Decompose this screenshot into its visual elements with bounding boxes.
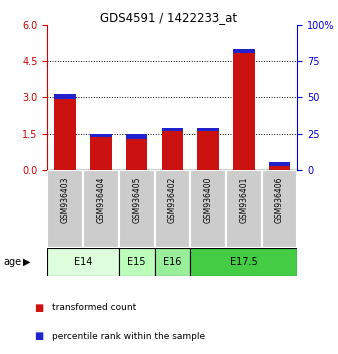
- Bar: [126, 133, 147, 139]
- Text: E14: E14: [74, 257, 92, 267]
- Text: GSM936404: GSM936404: [96, 176, 105, 223]
- Text: GSM936401: GSM936401: [239, 176, 248, 223]
- Text: GSM936405: GSM936405: [132, 176, 141, 223]
- Bar: [162, 128, 183, 131]
- Text: E17.5: E17.5: [230, 257, 258, 267]
- Text: ■: ■: [34, 331, 43, 341]
- Bar: [119, 248, 154, 276]
- Text: ■: ■: [34, 303, 43, 313]
- Bar: [233, 53, 255, 170]
- Text: ▶: ▶: [23, 257, 30, 267]
- Text: GSM936400: GSM936400: [203, 176, 213, 223]
- Bar: [162, 131, 183, 170]
- Bar: [190, 248, 297, 276]
- Text: transformed count: transformed count: [52, 303, 137, 313]
- Text: age: age: [3, 257, 22, 267]
- Text: GSM936402: GSM936402: [168, 176, 177, 223]
- Text: GSM936406: GSM936406: [275, 176, 284, 223]
- Bar: [90, 137, 112, 170]
- Text: GSM936403: GSM936403: [61, 176, 70, 223]
- Bar: [54, 98, 76, 170]
- Bar: [262, 170, 297, 248]
- Bar: [154, 170, 190, 248]
- Bar: [233, 49, 255, 53]
- Bar: [54, 94, 76, 98]
- Bar: [269, 166, 290, 170]
- Bar: [226, 170, 262, 248]
- Bar: [154, 248, 190, 276]
- Bar: [83, 170, 119, 248]
- Bar: [47, 170, 83, 248]
- Text: GDS4591 / 1422233_at: GDS4591 / 1422233_at: [100, 11, 238, 24]
- Bar: [90, 135, 112, 137]
- Text: E15: E15: [127, 257, 146, 267]
- Bar: [119, 170, 154, 248]
- Text: percentile rank within the sample: percentile rank within the sample: [52, 332, 206, 341]
- Bar: [190, 170, 226, 248]
- Text: E16: E16: [163, 257, 182, 267]
- Bar: [47, 248, 119, 276]
- Bar: [197, 128, 219, 131]
- Bar: [126, 139, 147, 170]
- Bar: [197, 131, 219, 170]
- Bar: [269, 162, 290, 166]
